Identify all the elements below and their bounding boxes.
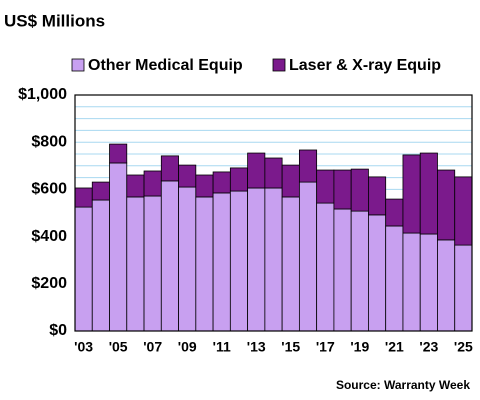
bar xyxy=(247,152,266,189)
bar xyxy=(212,171,231,194)
bar xyxy=(316,202,335,332)
bar xyxy=(212,192,231,332)
x-tick-label: '15 xyxy=(281,339,300,355)
legend-swatch xyxy=(71,58,85,72)
bar xyxy=(385,225,404,332)
x-tick-label: '21 xyxy=(385,339,404,355)
bar xyxy=(74,187,93,208)
bar xyxy=(281,196,300,332)
bar xyxy=(402,154,421,234)
x-tick-label: '25 xyxy=(454,339,473,355)
legend-label: Laser & X-ray Equip xyxy=(289,57,441,74)
x-tick-label: '05 xyxy=(109,339,128,355)
bar xyxy=(229,190,249,332)
bar xyxy=(350,210,369,332)
y-tick-label: $400 xyxy=(31,228,67,245)
bar xyxy=(281,164,300,198)
plot-border xyxy=(74,94,473,332)
bar xyxy=(298,149,318,183)
legend-swatch xyxy=(272,58,286,72)
y-tick-label: $200 xyxy=(31,275,67,292)
bar xyxy=(109,143,128,164)
bar xyxy=(419,233,438,332)
bar xyxy=(160,155,179,182)
bar xyxy=(143,195,162,332)
bar xyxy=(195,196,214,332)
x-tick-label: '07 xyxy=(143,339,162,355)
bar xyxy=(126,174,145,198)
bar xyxy=(91,199,110,332)
bar xyxy=(264,157,283,189)
x-tick-label: '19 xyxy=(350,339,369,355)
bar xyxy=(178,186,197,332)
source: Source: Warranty Week xyxy=(336,378,470,392)
bar xyxy=(160,180,179,332)
y-tick-label: $800 xyxy=(31,133,67,150)
bar xyxy=(178,164,197,188)
bar xyxy=(368,176,387,216)
x-tick-label: '23 xyxy=(419,339,438,355)
bar xyxy=(437,169,456,241)
bar xyxy=(333,208,352,332)
bar xyxy=(316,169,335,204)
bar xyxy=(437,239,456,332)
bar xyxy=(368,214,387,332)
x-tick-label: '11 xyxy=(213,339,231,355)
x-tick-label: '17 xyxy=(316,339,335,355)
bar xyxy=(454,244,473,332)
x-tick-label: '09 xyxy=(178,339,197,355)
bar xyxy=(143,170,162,197)
bar xyxy=(195,174,214,198)
y-tick-label: $1,000 xyxy=(18,86,67,103)
bar xyxy=(350,168,369,212)
chart-title: US$ Millions xyxy=(4,11,105,30)
bar xyxy=(109,162,128,332)
bar xyxy=(454,176,473,246)
bar xyxy=(126,196,145,332)
bar xyxy=(385,198,404,227)
bar xyxy=(91,181,110,201)
y-tick-label: $600 xyxy=(31,181,67,198)
bar xyxy=(264,187,283,332)
bar xyxy=(333,169,352,210)
bar xyxy=(74,206,93,332)
bar xyxy=(419,152,438,235)
x-tick-label: '13 xyxy=(247,339,266,355)
x-tick-label: '03 xyxy=(74,339,93,355)
bar xyxy=(229,167,249,192)
legend-label: Other Medical Equip xyxy=(88,57,243,74)
bar xyxy=(298,181,318,332)
y-tick-label: $0 xyxy=(49,322,67,339)
bar xyxy=(402,232,421,332)
bar xyxy=(247,187,266,332)
